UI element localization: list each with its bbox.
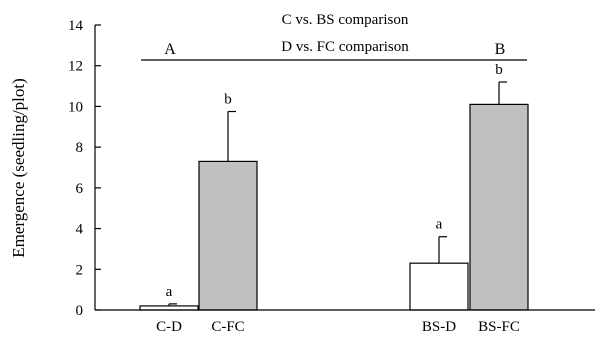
bar [469, 103, 529, 311]
error-bars-layer [168, 81, 507, 306]
significance-letter: b [495, 62, 503, 78]
y-tick-label: 12 [68, 59, 83, 75]
significance-letters-layer: a b a b [166, 62, 503, 300]
category-label: C-FC [211, 319, 244, 335]
y-axis-label: Emergence (seedling/plot) [9, 78, 28, 258]
y-tick-label: 8 [76, 140, 84, 156]
y-tick-label: 14 [68, 18, 84, 34]
y-tick-label: 2 [76, 262, 84, 278]
category-label: C-D [156, 319, 182, 335]
y-tick-label: 4 [76, 222, 84, 238]
significance-letter: a [166, 284, 173, 300]
y-tick-label: 0 [76, 303, 84, 319]
axes-layer [94, 25, 595, 311]
group-label-right: B [495, 41, 506, 58]
bars-layer [139, 103, 529, 311]
annotation-line2: D vs. FC comparison [281, 39, 409, 55]
group-label-left: A [164, 41, 176, 58]
annotation-line1: C vs. BS comparison [282, 12, 409, 28]
significance-letter: a [436, 217, 443, 233]
bar [139, 305, 199, 311]
bar [409, 262, 469, 311]
category-label: BS-FC [478, 319, 520, 335]
y-tick-label: 6 [76, 181, 84, 197]
significance-letter: b [224, 92, 232, 108]
y-ticks-layer: 0 2 4 6 8 10 12 14 [68, 18, 101, 319]
bar [198, 160, 258, 311]
y-tick-label: 10 [68, 99, 83, 115]
category-labels-layer: C-D C-FC BS-D BS-FC [156, 319, 520, 335]
category-label: BS-D [422, 319, 456, 335]
